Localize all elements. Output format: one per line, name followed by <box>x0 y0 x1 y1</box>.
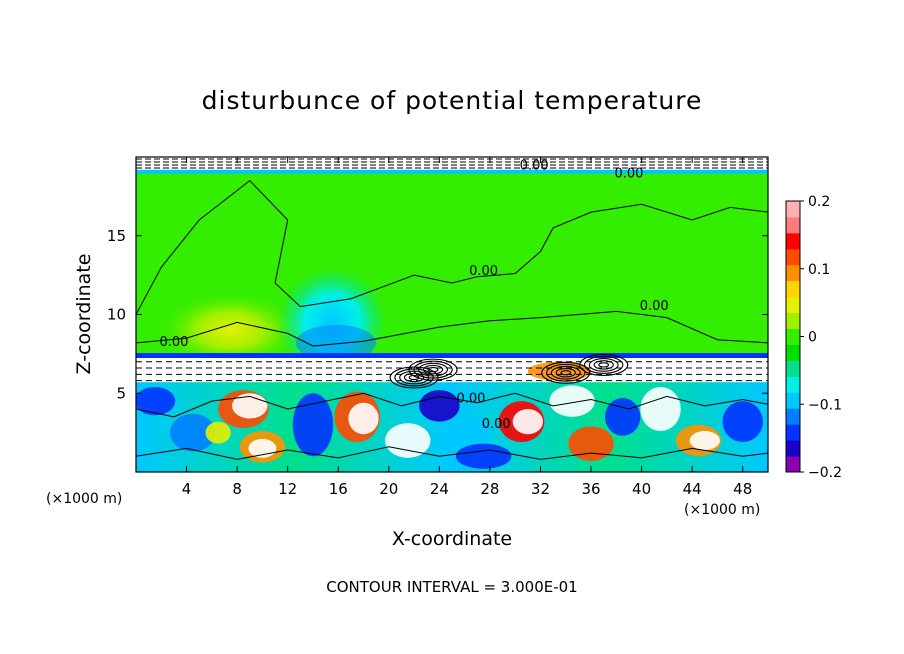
turbulence-cell <box>512 409 544 435</box>
contour-knot <box>588 358 619 372</box>
chart-title: disturbunce of potential temperature <box>201 86 703 115</box>
colorbar-swatch <box>786 232 800 250</box>
contour-label: 0.00 <box>482 417 511 432</box>
contour-knot <box>413 360 453 379</box>
turbulence-cell <box>292 393 334 457</box>
contour-knot <box>560 370 572 376</box>
contour-label: 0.00 <box>640 299 669 314</box>
y-axis-title: Z-coordinate <box>73 253 95 375</box>
contour-line-lower <box>136 446 768 460</box>
field-layer <box>136 157 768 472</box>
contour-knot <box>427 366 439 373</box>
colorbar-swatch <box>786 216 800 234</box>
x-tick-label: 40 <box>632 480 651 498</box>
contour-knot <box>541 361 591 384</box>
colorbar-swatch <box>786 296 800 314</box>
contour-knot <box>408 374 420 381</box>
tropopause-edge <box>136 353 768 359</box>
contour-knot <box>422 364 444 375</box>
colorbar-swatch <box>786 408 800 425</box>
contour-line-lower <box>136 392 768 418</box>
x-axis-title: X-coordinate <box>391 528 513 550</box>
x-tick-label: 32 <box>531 480 550 498</box>
colorbar-tick-label: 0 <box>808 330 817 346</box>
colorbar-swatch <box>786 376 800 393</box>
colorbar-tick-label: −0.2 <box>808 465 842 481</box>
contour-line-zero <box>136 179 768 315</box>
x-tick-label: 48 <box>733 480 752 498</box>
colorbar-swatch <box>786 440 800 457</box>
contour-label: 0.00 <box>456 392 485 407</box>
x-tick-label: 24 <box>430 480 449 498</box>
turbulence-cell <box>348 402 379 435</box>
colorbar-swatch <box>786 264 800 282</box>
contour-label: 0.00 <box>520 159 549 174</box>
x-tick-label: 20 <box>379 480 398 498</box>
turbulence-cell <box>385 423 431 458</box>
warm-anomaly <box>155 290 306 371</box>
turbulence-cell <box>450 418 492 447</box>
colorbar-tick-label: −0.1 <box>808 397 842 413</box>
turbulence-cell <box>136 386 176 416</box>
colorbar-swatch <box>786 280 800 298</box>
x-tick-label: 44 <box>683 480 702 498</box>
turbulence-cell <box>232 393 268 419</box>
turbulence-cell <box>722 401 763 443</box>
cool-anomaly-core <box>295 324 376 361</box>
contour-knot <box>546 363 586 382</box>
contour-knot <box>550 365 581 380</box>
colorbar-tick-label: 0.1 <box>808 262 830 278</box>
contour-knot <box>418 362 448 377</box>
y-tick-label: 5 <box>116 384 126 402</box>
contour-knot <box>583 355 624 374</box>
turbulence-cell <box>205 421 231 444</box>
colorbar-swatch <box>786 344 800 361</box>
turbulence-cell <box>549 385 595 417</box>
x-tick-label: 12 <box>278 480 297 498</box>
contour-label: 0.00 <box>159 335 188 350</box>
colorbar-swatch <box>786 312 800 330</box>
colorbar-tick-label: 0.2 <box>808 194 830 210</box>
contour-knot <box>555 368 576 378</box>
colorbar-swatch <box>786 201 800 218</box>
contour-label: 0.00 <box>469 264 498 279</box>
turbulence-cell <box>527 361 592 381</box>
x-tick-label: 28 <box>480 480 499 498</box>
contour-knot <box>579 353 629 376</box>
contour-line-zero <box>136 310 768 347</box>
y-tick-label: 10 <box>107 306 126 324</box>
x-tick-label: 16 <box>329 480 348 498</box>
x-tick-label: 8 <box>232 480 242 498</box>
contour-knot <box>593 360 614 370</box>
colorbar-swatch <box>786 456 800 473</box>
turbulence-cell <box>689 431 720 450</box>
contour-label: 0.00 <box>614 166 643 181</box>
contour-knot <box>408 358 458 381</box>
turbulence-cell <box>170 413 216 452</box>
turbulence-cell <box>419 390 460 422</box>
x-unit-label-left: (×1000 m) <box>46 491 123 507</box>
colorbar: 0.2 0.1 0 −0.1 −0.2 <box>785 194 842 481</box>
y-tick-label: 15 <box>107 227 126 245</box>
colorbar-swatch <box>786 248 800 266</box>
top-cap-edge <box>136 169 768 174</box>
colorbar-swatch <box>786 328 800 345</box>
contour-layer: 0.00 0.00 0.00 0.00 0.00 0.00 0.00 <box>136 158 768 460</box>
colorbar-swatch <box>786 360 800 377</box>
colorbar-swatch <box>786 424 800 441</box>
colorbar-swatch <box>786 392 800 409</box>
turbulence-cell <box>604 397 641 436</box>
turbulence-cell <box>640 386 681 432</box>
turbulence-cell <box>568 426 614 461</box>
turbulence-cell <box>455 443 512 469</box>
contour-interval-note: CONTOUR INTERVAL = 3.000E-01 <box>326 578 578 596</box>
x-tick-label: 36 <box>581 480 600 498</box>
contour-knot <box>598 362 610 368</box>
x-tick-label: 4 <box>182 480 192 498</box>
x-unit-label-right: (×1000 m) <box>684 502 761 518</box>
